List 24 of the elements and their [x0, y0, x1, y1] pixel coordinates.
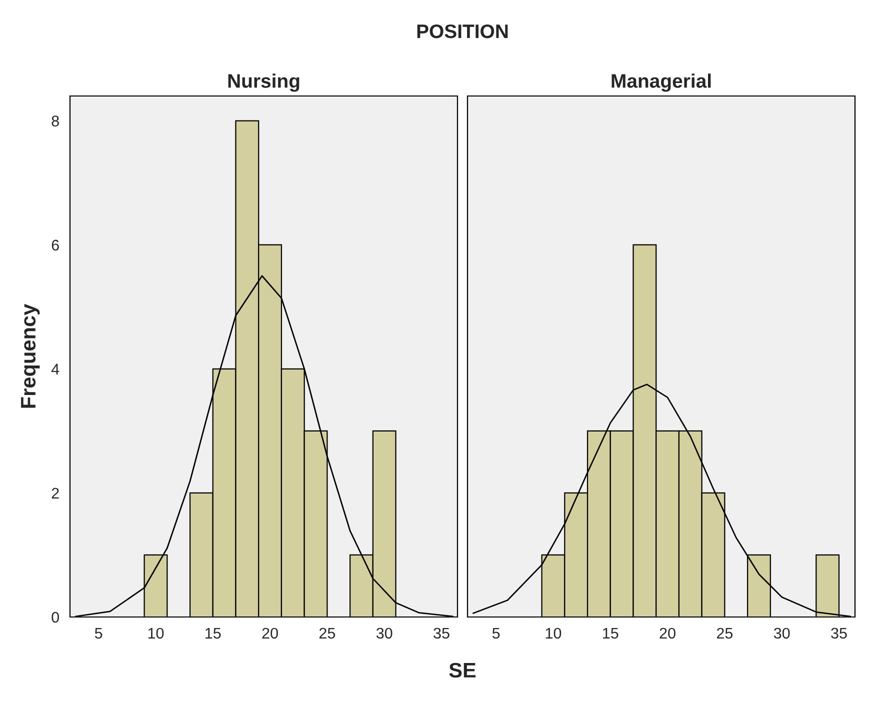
x-tick-label: 5	[94, 628, 102, 639]
x-tick-label: 20	[660, 628, 676, 639]
text: POSITION	[417, 24, 508, 38]
x-tick-label: 35	[831, 628, 847, 639]
y-tick-label: 6	[52, 240, 59, 251]
x-tick-label: 25	[319, 628, 336, 639]
x-tick-label: 35	[434, 628, 450, 639]
x-tick-label: 30	[774, 628, 790, 639]
chart-title: Nursing	[228, 74, 300, 92]
y-axis-title: Frequency	[21, 304, 40, 408]
x-tick-label: 20	[262, 628, 278, 639]
x-tick-label: 15	[603, 628, 618, 639]
y-tick-label: 8	[52, 116, 59, 126]
chart-title: Managerial	[612, 74, 711, 92]
x-tick-label: 15	[206, 628, 221, 639]
y-tick-label: 0	[52, 612, 59, 623]
x-tick-label: 5	[492, 628, 500, 639]
y-tick-label: 4	[51, 364, 60, 374]
x-tick-label: 30	[376, 628, 392, 639]
x-tick-label: 10	[546, 628, 562, 639]
y-tick-label: 2	[52, 488, 59, 498]
x-axis-title: SE	[449, 662, 476, 678]
x-tick-label: 10	[148, 628, 164, 639]
x-tick-label: 25	[716, 628, 733, 639]
